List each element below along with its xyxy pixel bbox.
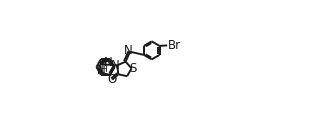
Text: Br: Br [168, 39, 181, 52]
Text: N: N [104, 56, 113, 69]
Text: O: O [107, 73, 117, 86]
Text: N: N [97, 64, 106, 77]
Text: S: S [130, 62, 137, 75]
Text: N: N [111, 59, 120, 72]
Text: H: H [100, 65, 107, 74]
Text: N: N [124, 44, 133, 57]
